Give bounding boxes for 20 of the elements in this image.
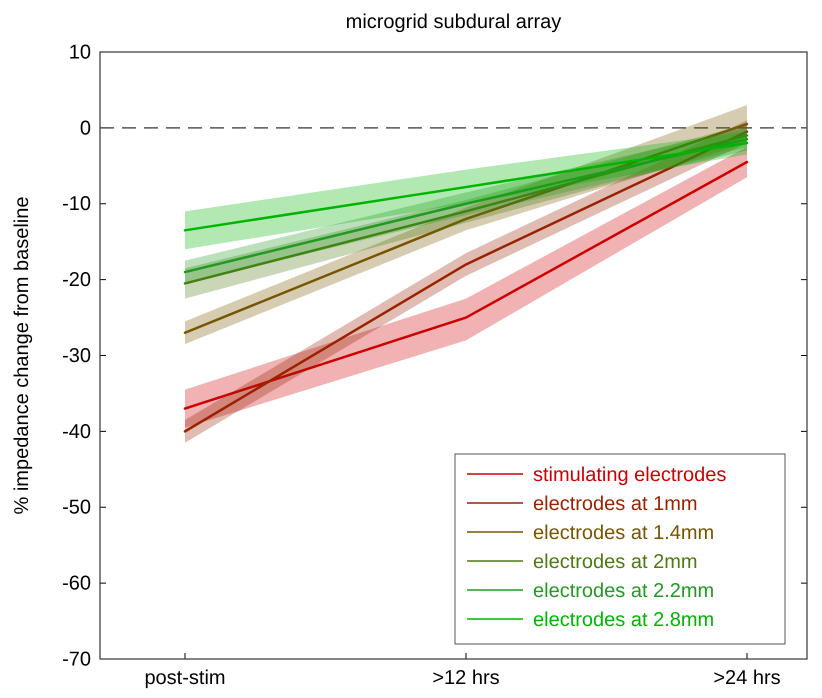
- y-tick-label: -10: [62, 193, 91, 216]
- y-tick-label: 0: [80, 117, 91, 140]
- legend-label: electrodes at 1.4mm: [533, 522, 714, 544]
- legend-label: electrodes at 2mm: [533, 551, 698, 573]
- y-axis-title: % impedance change from baseline: [11, 196, 33, 514]
- y-tick-label: -20: [62, 269, 91, 292]
- legend-label: electrodes at 2.8mm: [533, 609, 714, 631]
- y-tick-label: -70: [62, 648, 91, 670]
- y-tick-label: -40: [62, 420, 91, 443]
- legend-label: stimulating electrodes: [533, 464, 726, 486]
- y-tick-label: 10: [68, 41, 91, 64]
- legend-label: electrodes at 2.2mm: [533, 580, 714, 602]
- y-tick-label: -30: [62, 344, 91, 367]
- x-tick-label: >24 hrs: [713, 667, 781, 689]
- x-tick-label: post-stim: [144, 667, 226, 689]
- y-tick-label: -60: [62, 572, 91, 595]
- legend-label: electrodes at 1mm: [533, 493, 698, 515]
- y-tick-label: -50: [62, 496, 91, 519]
- chart-title: microgrid subdural array: [346, 11, 562, 33]
- x-tick-label: >12 hrs: [432, 667, 500, 689]
